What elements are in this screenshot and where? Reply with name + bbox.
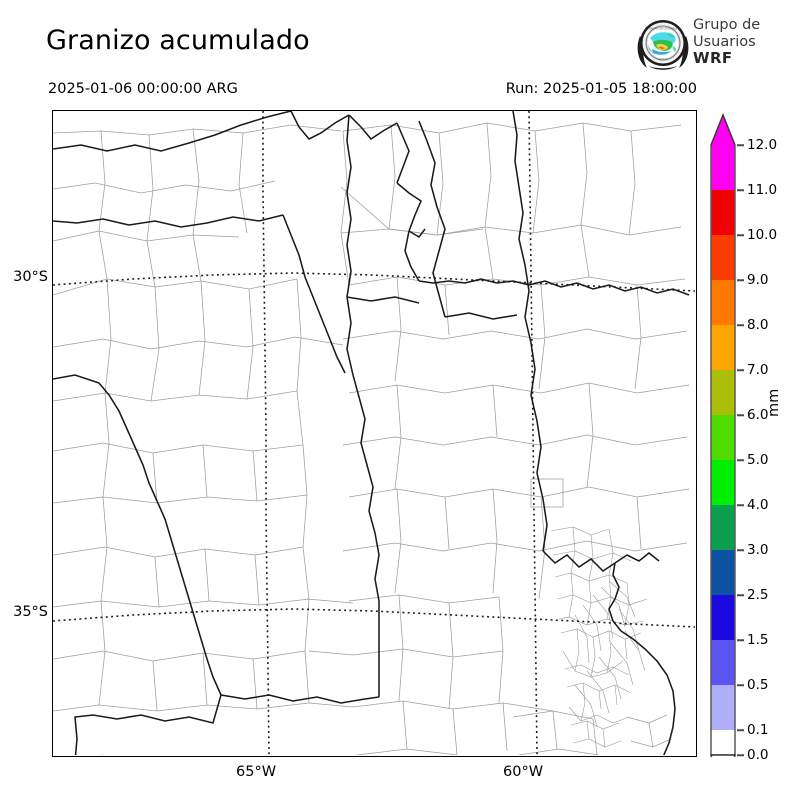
colorbar-tick-label-0p1: 0.1 <box>747 722 769 738</box>
colorbar-tick-mark <box>737 594 744 596</box>
logo-text-block: Grupo de Usuarios WRF <box>693 17 760 67</box>
colorbar-tick-label-9: 9.0 <box>747 272 769 288</box>
colorbar-tick-label-0p5: 0.5 <box>747 677 769 693</box>
colorbar-tick-mark <box>737 459 744 461</box>
lat-tick-label-35s: 35°S <box>13 604 48 620</box>
colorbar-tick-mark <box>737 729 744 731</box>
colorbar-tick-mark <box>737 189 744 191</box>
colorbar-unit-label: mm <box>766 388 782 417</box>
colorbar-tick-label-0: 0.0 <box>747 747 769 763</box>
colorbar-tick-mark <box>737 279 744 281</box>
department-boundaries <box>53 122 690 755</box>
colorbar-tick-mark <box>737 144 744 146</box>
map-canvas[interactable] <box>52 110 697 757</box>
colorbar-tick-label-1p5: 1.5 <box>747 632 769 648</box>
lat-tick-label-30s: 30°S <box>13 269 48 285</box>
colorbar-tick-label-2p5: 2.5 <box>747 587 769 603</box>
wrf-user-group-logo: GRUPO DE USUARIOS W R F Grupo de Usuario… <box>636 16 798 74</box>
colorbar-tick-label-7: 7.0 <box>747 362 769 378</box>
logo-line-2: Usuarios <box>693 33 756 50</box>
colorbar-tick-mark <box>737 639 744 641</box>
colorbar-tick-label-11: 11.0 <box>747 182 778 198</box>
colorbar-tick-mark <box>737 549 744 551</box>
logo-line-3: WRF <box>693 49 733 67</box>
colorbar-tick-label-3: 3.0 <box>747 542 769 558</box>
svg-text:W R F: W R F <box>659 58 667 62</box>
wrf-globe-seal-icon: GRUPO DE USUARIOS W R F <box>637 20 689 70</box>
colorbar-tick-labels: 12.0 11.0 10.0 9.0 8.0 7.0 6.0 5.0 4.0 3… <box>737 113 782 763</box>
colorbar-tick-mark <box>737 754 744 756</box>
map-geography <box>53 111 695 755</box>
colorbar-tick-label-10: 10.0 <box>747 227 778 243</box>
logo-line-1: Grupo de <box>693 17 761 33</box>
lon-tick-label-65w: 65°W <box>236 764 277 780</box>
colorbar-gradient <box>710 113 736 757</box>
colorbar-tick-mark <box>737 504 744 506</box>
graticule-gridlines <box>53 111 695 755</box>
colorbar-tick-label-4: 4.0 <box>747 497 769 513</box>
colorbar-tick-mark <box>737 369 744 371</box>
colorbar-tick-mark <box>737 324 744 326</box>
colorbar-tick-label-12: 12.0 <box>747 137 778 153</box>
colorbar-tick-mark <box>737 234 744 236</box>
lon-tick-label-60w: 60°W <box>503 764 544 780</box>
colorbar[interactable] <box>710 113 738 757</box>
page-title: Granizo acumulado <box>46 25 310 56</box>
colorbar-tick-mark <box>737 684 744 686</box>
colorbar-tick-label-8: 8.0 <box>747 317 769 333</box>
svg-text:GRUPO DE USUARIOS: GRUPO DE USUARIOS <box>649 26 677 30</box>
run-time-label: Run: 2025-01-05 18:00:00 <box>505 81 697 97</box>
valid-time-label: 2025-01-06 00:00:00 ARG <box>48 81 238 97</box>
colorbar-tick-mark <box>737 414 744 416</box>
colorbar-tick-label-5: 5.0 <box>747 452 769 468</box>
colorbar-tick-label-6: 6.0 <box>747 407 769 423</box>
province-boundaries <box>53 111 690 755</box>
